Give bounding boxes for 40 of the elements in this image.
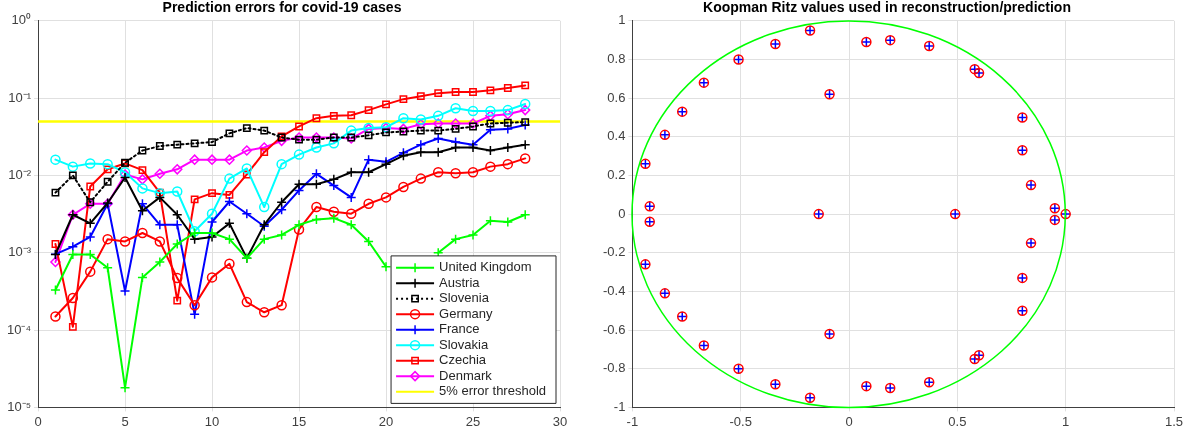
y-tick-label: 10⁻⁴ xyxy=(7,321,32,337)
legend-label: Slovakia xyxy=(439,336,489,352)
y-tick-label: -1 xyxy=(613,398,626,414)
legend-label: Germany xyxy=(439,305,494,321)
y-tick-label: 10⁻¹ xyxy=(8,89,32,105)
y-tick-label: -0.8 xyxy=(602,360,626,376)
y-tick-label: -0.6 xyxy=(602,321,626,337)
x-tick-label: 1.5 xyxy=(1164,413,1184,429)
y-tick-label: 0.2 xyxy=(607,167,626,183)
x-tick-label: 0.5 xyxy=(948,413,967,429)
chart-title: Koopman Ritz values used in reconstruction/prediction xyxy=(703,0,1071,16)
legend-label: Slovenia xyxy=(439,290,490,306)
x-tick-label: -0.5 xyxy=(729,413,752,429)
y-tick-label: -0.2 xyxy=(602,244,626,260)
y-tick-label: 0.6 xyxy=(607,89,626,105)
legend-label: Austria xyxy=(439,274,481,290)
legend-label: United Kingdom xyxy=(439,259,532,275)
legend-label: Czechia xyxy=(439,352,487,368)
y-tick-label: 0.4 xyxy=(607,128,626,144)
y-tick-label: 10⁻² xyxy=(8,167,32,183)
x-tick-label: 1 xyxy=(1062,413,1070,429)
x-tick-label: 20 xyxy=(378,413,394,429)
x-tick-label: 10 xyxy=(204,413,220,429)
y-tick-label: 10⁻³ xyxy=(8,244,32,260)
y-tick-label: 0.8 xyxy=(607,51,626,67)
y-tick-label: -0.4 xyxy=(602,283,626,298)
x-tick-label: 25 xyxy=(465,413,481,429)
x-tick-label: 15 xyxy=(291,413,307,429)
y-tick-label: 1 xyxy=(618,12,626,28)
legend-label: 5% error threshold xyxy=(439,383,547,399)
legend-label: France xyxy=(439,321,480,337)
x-tick-label: 30 xyxy=(552,413,568,429)
x-tick-label: 5 xyxy=(121,413,129,429)
x-tick-label: 0 xyxy=(845,413,853,429)
y-tick-label: 0 xyxy=(618,205,626,221)
y-tick-label: 10⁰ xyxy=(11,12,32,28)
y-tick-label: 10⁻⁵ xyxy=(7,398,32,414)
legend-label: Denmark xyxy=(439,367,493,383)
chart-title: Prediction errors for covid-19 cases xyxy=(162,0,402,16)
x-tick-label: 0 xyxy=(34,413,42,429)
